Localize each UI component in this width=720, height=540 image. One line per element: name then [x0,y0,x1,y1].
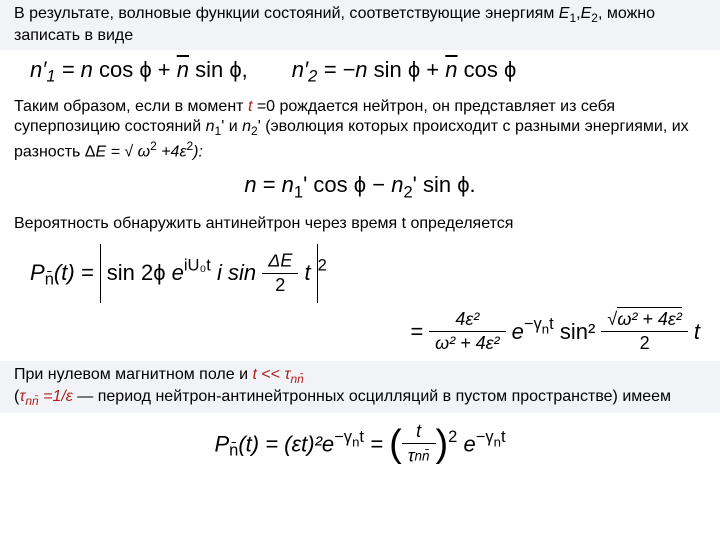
equation-probability-cont: = 4ε²ω² + 4ε² e−γnt sin² √ω² + 4ε²2 t [0,309,720,355]
var-E1: E [559,5,570,22]
probability-paragraph: Вероятность обнаружить антинейтрон через… [0,210,720,238]
equation-probability: Pn̄(t) = sin 2ϕ eiU₀t i sin ΔE2 t 2 [30,244,720,302]
abs-bracket: sin 2ϕ eiU₀t i sin ΔE2 t [100,244,318,302]
sub2: 2 [591,11,598,25]
var-t: t [248,98,257,115]
intro-paragraph: В результате, волновые функции состояний… [0,0,720,50]
equation-zero-field: Pn̄(t) = (εt)²e−γnt = (tτnn̄)2 e−γnt [0,421,720,468]
superposition-paragraph: Таким образом, если в момент t =0 рождае… [0,93,720,167]
zero-field-paragraph: При нулевом магнитном поле и t << τnn̄ (… [0,361,720,413]
var-E2: E [581,5,592,22]
equation-n-superposition: n = n1' cos ϕ − n2' sin ϕ. [0,166,720,210]
text: В результате, волновые функции состояний… [14,5,559,22]
equation-wavefunctions: n′1 = n cos ϕ + n sin ϕ, n′2 = −n sin ϕ … [30,56,720,86]
